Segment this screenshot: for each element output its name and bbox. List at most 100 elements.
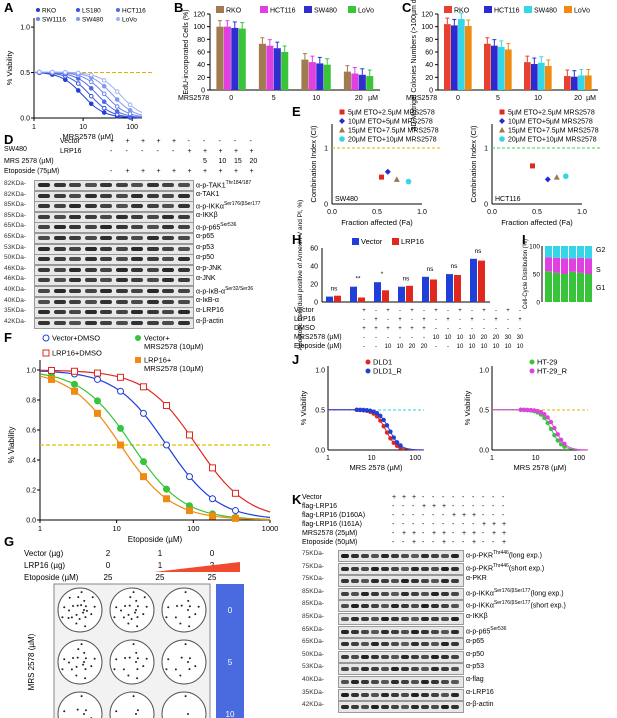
data-point <box>232 514 239 522</box>
blot-band <box>84 320 97 325</box>
blot-band <box>162 183 174 187</box>
blot-band <box>146 299 159 304</box>
data-point <box>209 495 216 503</box>
x-tick-label: 20 <box>355 95 363 102</box>
antibody-label: α-p53 <box>196 243 215 251</box>
x-axis-label: Etoposide (µM) <box>128 535 183 544</box>
row-label: Vector <box>60 138 80 145</box>
blot-band <box>391 604 399 609</box>
lane-sign: - <box>402 521 405 528</box>
data-point <box>384 430 390 435</box>
blot-band <box>146 204 159 209</box>
lane-value: + <box>518 317 522 323</box>
legend-label: SW480 <box>534 8 557 15</box>
stacked-bar <box>569 258 576 272</box>
kda-marker: 42KDa- <box>302 701 325 709</box>
bar <box>465 26 472 90</box>
lane-value: + <box>470 317 474 323</box>
blot-band <box>115 257 128 262</box>
y-tick-label: 100 <box>193 24 205 31</box>
antibody-label: α-LRP16 <box>196 307 224 315</box>
colony <box>91 596 94 599</box>
bar <box>216 26 224 91</box>
data-point <box>117 373 124 381</box>
bar <box>446 274 453 302</box>
lane-sign: - <box>452 503 455 510</box>
blot-band <box>84 204 97 209</box>
data-point <box>101 83 107 89</box>
colony <box>132 591 135 594</box>
blot-strip <box>338 701 464 714</box>
lane-sign: - <box>432 494 435 501</box>
x-tick-label: 100 <box>126 124 138 131</box>
blot-band <box>69 204 81 209</box>
blot-band <box>401 642 409 647</box>
colony <box>184 591 187 594</box>
cell-line-label: HCT116 <box>495 196 521 203</box>
legend-marker <box>529 368 535 374</box>
blot-band <box>162 278 174 283</box>
ci-marker <box>499 118 505 124</box>
blot-band <box>361 654 369 659</box>
stacked-bar <box>553 246 560 258</box>
row-label: Vector (µg) <box>24 549 64 558</box>
panel-d-label: D <box>4 132 14 147</box>
blot-band <box>351 642 359 647</box>
blot-band <box>371 680 379 684</box>
antibody-site: Ser32/Ser36 <box>225 286 254 292</box>
colony-well <box>109 587 155 633</box>
antibody-site: Thr184/187 <box>225 180 252 186</box>
blot-band <box>451 705 459 710</box>
lane-dose: 20 <box>249 158 258 165</box>
significance-label: ** <box>355 276 361 283</box>
lane-value: - <box>459 317 461 323</box>
blot-band <box>146 214 159 219</box>
blot-band <box>411 579 419 584</box>
kda-marker: 75KDa- <box>302 575 325 583</box>
blot-band <box>361 680 369 684</box>
y-tick-label: 20 <box>197 75 205 82</box>
colony <box>85 609 88 612</box>
blot-band <box>441 629 449 634</box>
data-point <box>558 442 564 447</box>
blot-band <box>381 617 389 621</box>
blot-band <box>162 299 174 304</box>
lane-value: - <box>483 317 485 323</box>
panel-f-chart: 0.0 0.2 0.4 0.6 0.8 1.0 1 10 100 1000 Etoposide (µ… <box>7 334 278 545</box>
stacked-bar <box>545 246 552 258</box>
blot-strip <box>34 180 194 191</box>
panel-c-label: C <box>402 0 412 15</box>
legend-label: Vector+ <box>144 334 170 343</box>
colony <box>165 668 168 671</box>
lane-value: 10 <box>469 335 476 341</box>
colony <box>68 609 71 612</box>
blot-band <box>100 225 112 230</box>
colony <box>197 605 200 608</box>
blot-band <box>441 566 449 571</box>
blot-band <box>146 267 159 272</box>
colony <box>63 710 66 713</box>
blot-band <box>115 193 128 198</box>
blot-band <box>391 667 399 672</box>
y-tick-label: 0.6 <box>26 428 36 435</box>
row-value: 25 <box>156 573 165 582</box>
x-tick-label: 0.5 <box>372 209 382 216</box>
antibody-label: α-β-actin <box>466 701 494 709</box>
legend-label: SW480 <box>314 8 337 15</box>
y-tick-label: 0 <box>536 300 540 307</box>
lane-value: + <box>374 317 378 323</box>
colony <box>128 604 131 607</box>
bar <box>571 76 578 90</box>
x-axis-prefix: MRS2578 <box>178 95 209 102</box>
row-label: DMSO <box>294 325 316 332</box>
blot-band <box>53 310 66 315</box>
blot-band <box>371 591 379 596</box>
x-tick-label: 10 <box>112 524 120 533</box>
blot-band <box>146 257 159 262</box>
blot-strip <box>338 638 464 651</box>
y-tick-label: 0.5 <box>479 408 489 415</box>
antibody-label: α-p-PKRThr446(short exp.) <box>466 562 545 572</box>
blot-band <box>100 310 112 315</box>
lane-sign: + <box>462 512 467 519</box>
x-tick-label: 100 <box>409 455 421 462</box>
